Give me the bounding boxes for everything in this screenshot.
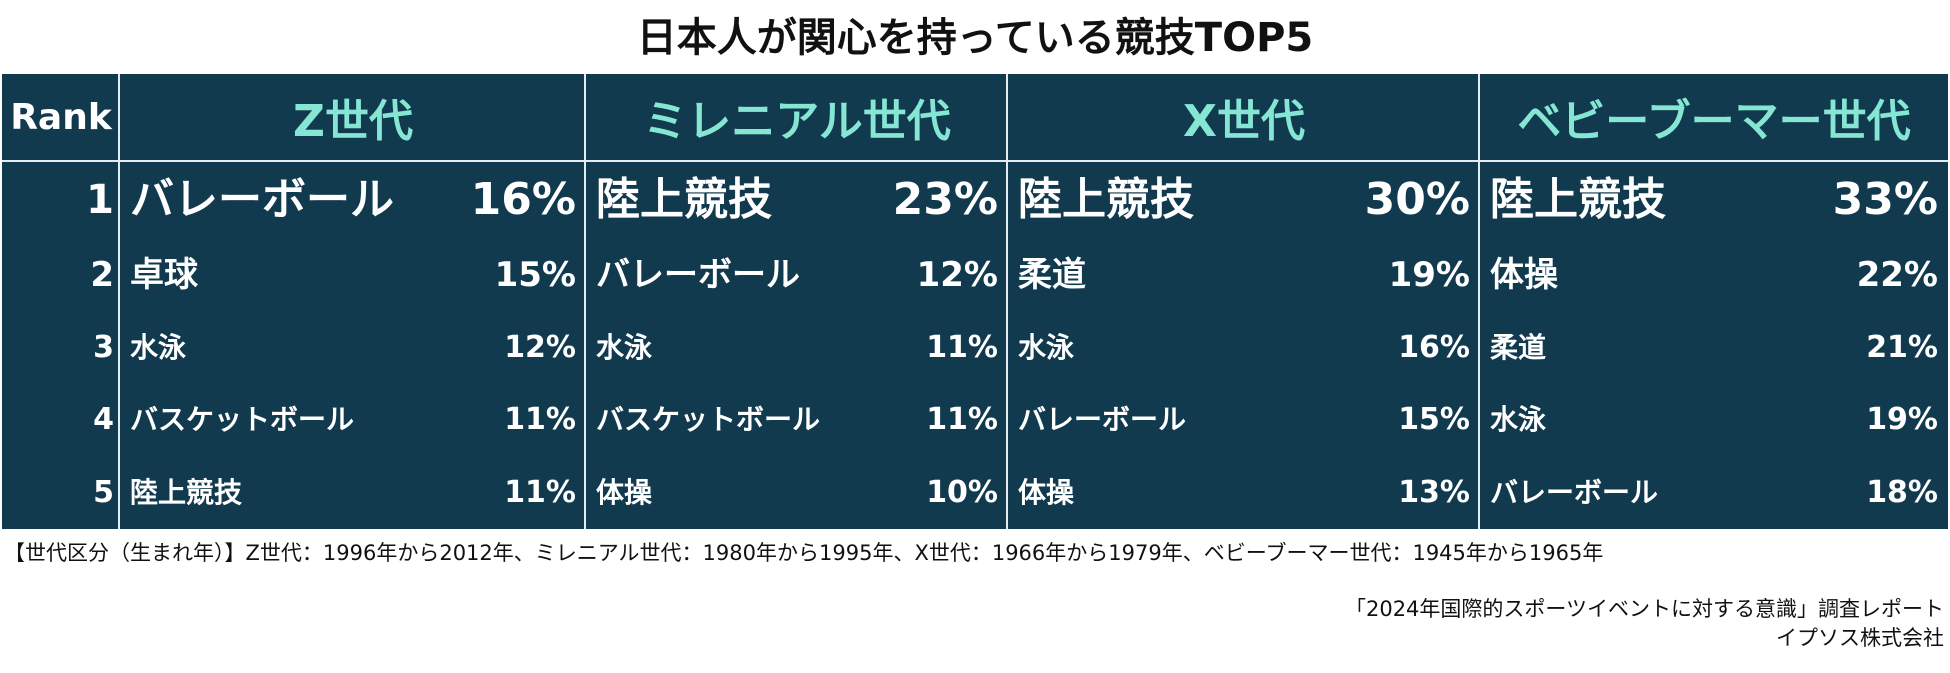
percentage-value: 22% [1856,255,1938,295]
percentage-value: 11% [504,475,576,510]
sport-name: 体操 [1018,476,1075,509]
sport-name: バスケットボール [130,403,355,436]
sport-name: 水泳 [1490,403,1547,436]
percentage-value: 21% [1866,330,1938,365]
percentage-value: 19% [1866,402,1938,437]
column-divider [1006,74,1008,529]
percentage-value: 11% [926,402,998,437]
sport-name: 体操 [1490,255,1558,295]
sport-name: 水泳 [130,331,187,364]
sport-name: 卓球 [130,255,198,295]
source-report: 「2024年国際的スポーツイベントに対する意識」調査レポート [1344,597,1944,621]
percentage-value: 12% [916,255,998,295]
sport-name: 陸上競技 [1018,174,1194,225]
header-divider [2,160,1948,162]
sport-name: バレーボール [596,255,800,295]
percentage-value: 33% [1832,174,1938,225]
percentage-value: 19% [1388,255,1470,295]
percentage-value: 30% [1364,174,1470,225]
generation-footnote: 【世代区分（生まれ年）】Z世代：1996年から2012年、ミレニアル世代：198… [4,541,1604,565]
sport-name: 水泳 [596,331,653,364]
generation-header: Z世代 [293,96,413,147]
sport-name: 柔道 [1018,255,1086,295]
sport-name: 水泳 [1018,331,1075,364]
column-divider [1478,74,1480,529]
rank-number: 2 [90,255,114,295]
percentage-value: 10% [926,475,998,510]
sport-name: バレーボール [130,174,394,225]
sport-name: 陸上競技 [596,174,772,225]
percentage-value: 15% [494,255,576,295]
chart-title: 日本人が関心を持っている競技TOP5 [636,15,1314,61]
percentage-value: 15% [1398,402,1470,437]
sport-name: 体操 [596,476,653,509]
percentage-value: 16% [1398,330,1470,365]
percentage-value: 18% [1866,475,1938,510]
ranking-table: Rank Z世代 ミレニアル世代 X世代 ベビーブーマー世代 1 バレーボール 16% 陸上競… [2,74,1948,529]
sport-name: 陸上競技 [130,476,243,509]
percentage-value: 11% [504,402,576,437]
percentage-value: 23% [892,174,998,225]
sport-name: 陸上競技 [1490,174,1666,225]
sport-name: バレーボール [1018,403,1187,436]
generation-header: ベビーブーマー世代 [1517,96,1911,147]
percentage-value: 13% [1398,475,1470,510]
sport-name: 柔道 [1490,331,1547,364]
rank-number: 1 [86,177,114,223]
generation-header: ミレニアル世代 [643,96,951,147]
generation-header: X世代 [1183,96,1305,147]
percentage-value: 16% [470,174,576,225]
rank-number: 4 [93,402,114,437]
sport-name: バスケットボール [596,403,821,436]
source-company: イプソス株式会社 [1776,626,1944,650]
rank-column-header: Rank [10,96,112,138]
rank-number: 3 [93,330,114,365]
column-divider [584,74,586,529]
column-divider [118,74,120,529]
rank-number: 5 [93,475,114,510]
sport-name: バレーボール [1490,476,1659,509]
percentage-value: 11% [926,330,998,365]
percentage-value: 12% [504,330,576,365]
